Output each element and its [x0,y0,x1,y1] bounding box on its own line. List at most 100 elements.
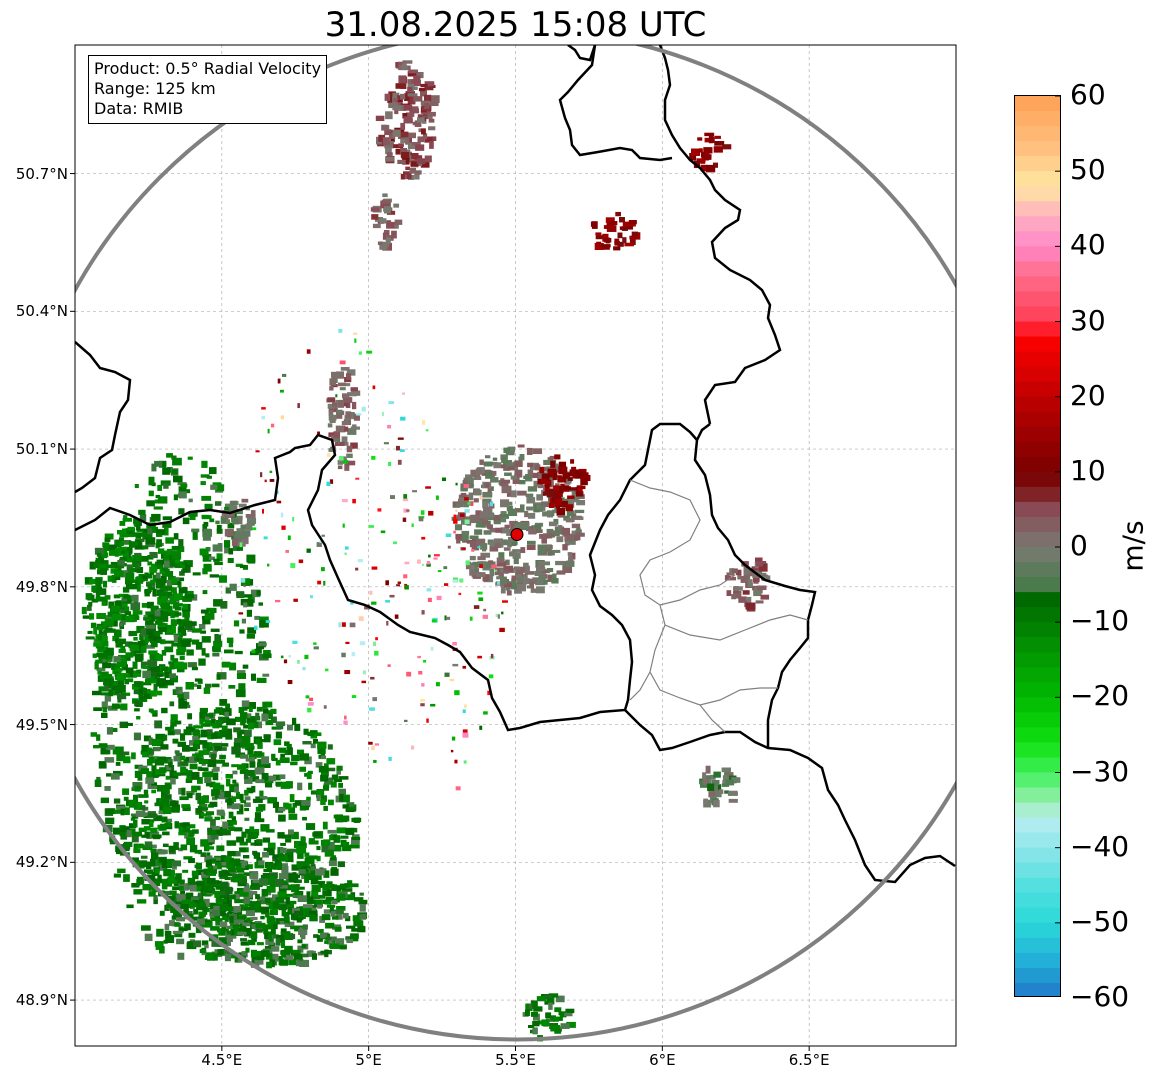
echo-pixel [180,890,185,895]
colorbar-segment [1015,952,1060,969]
echo-pixel [107,685,112,689]
echo-pixel [320,770,329,777]
echo-pixel [189,763,198,770]
echo-pixel [219,903,229,911]
echo-pixel [506,532,513,536]
echo-pixel [262,673,270,677]
echo-pixel [170,654,175,661]
echo-pixel [210,628,220,632]
echo-pixel [161,860,167,869]
echo-pixel [230,928,236,937]
echo-pixel [230,500,237,506]
echo-pixel [256,677,267,684]
echo-pixel [308,782,313,790]
echo-pixel [141,645,147,653]
echo-pixel [175,917,185,922]
echo-pixel [200,630,207,634]
echo-pixel [333,431,341,439]
echo-pixel [271,905,277,913]
echo-pixel [218,791,228,800]
echo-pixel [527,462,534,468]
echo-pixel [174,922,180,927]
echo-pixel [224,503,233,507]
echo-pixel [174,661,184,670]
echo-pixel [345,883,353,888]
echo-pixel [402,517,407,522]
echo-pixel [467,502,471,505]
echo-pixel [469,535,479,540]
echo-pixel [142,575,148,580]
echo-pixel [178,928,188,932]
echo-pixel [557,525,563,530]
echo-pixel [505,587,511,591]
echo-pixel [226,936,233,943]
echo-pixel [713,784,718,792]
echo-pixel [516,578,527,586]
echo-pixel [414,170,422,175]
echo-pixel [346,460,356,466]
echo-pixel [288,958,297,966]
echo-pixel [232,770,238,775]
echo-pixel [506,491,515,497]
echo-pixel [186,775,192,781]
echo-pixel [276,500,282,504]
echo-pixel [299,862,309,867]
echo-pixel [421,563,424,566]
echo-pixel [129,799,136,808]
echo-pixel [243,887,251,893]
echo-pixel [424,86,434,91]
echo-pixel [167,730,175,736]
echo-pixel [171,545,180,551]
echo-pixel [537,478,545,485]
echo-pixel [124,531,134,538]
echo-pixel [193,739,202,745]
echo-pixel [712,162,719,168]
colorbar-segment [1015,892,1060,909]
echo-pixel [196,684,202,690]
lat-label: 48.9°N [15,991,68,1010]
echo-pixel [306,548,311,553]
echo-pixel [479,511,490,518]
echo-pixel [168,845,175,853]
echo-pixel [141,925,151,931]
echo-pixel [471,501,474,506]
echo-pixel [207,828,217,836]
echo-pixel [358,351,362,355]
echo-pixel [297,853,304,859]
echo-pixel [134,654,144,661]
echo-pixel [371,455,376,460]
echo-pixel [217,747,227,751]
echo-pixel [240,578,251,587]
echo-pixel [558,466,568,475]
echo-pixel [299,766,307,772]
echo-pixel [98,627,103,635]
echo-pixel [149,652,155,659]
echo-pixel [460,534,469,542]
echo-pixel [124,807,130,816]
echo-pixel [238,503,247,508]
echo-pixel [696,158,706,163]
echo-pixel [154,759,165,766]
echo-pixel [544,994,553,999]
echo-pixel [368,525,375,528]
echo-pixel [131,594,139,602]
echo-pixel [327,744,333,750]
echo-pixel [226,907,234,912]
echo-pixel [700,151,709,158]
echo-pixel [515,569,524,577]
echo-pixel [130,567,135,573]
border-belgium-france-west [75,341,132,494]
echo-pixel [221,743,229,747]
echo-pixel [246,702,257,709]
echo-pixel [516,584,526,592]
echo-pixel [479,564,483,569]
echo-pixel [338,400,344,408]
echo-pixel [596,241,602,246]
echo-pixel [190,882,199,886]
echo-pixel [398,104,406,111]
echo-pixel [366,350,373,354]
echo-pixel [388,91,396,97]
echo-pixel [622,237,627,244]
echo-pixel [133,889,143,895]
echo-pixel [98,556,104,563]
